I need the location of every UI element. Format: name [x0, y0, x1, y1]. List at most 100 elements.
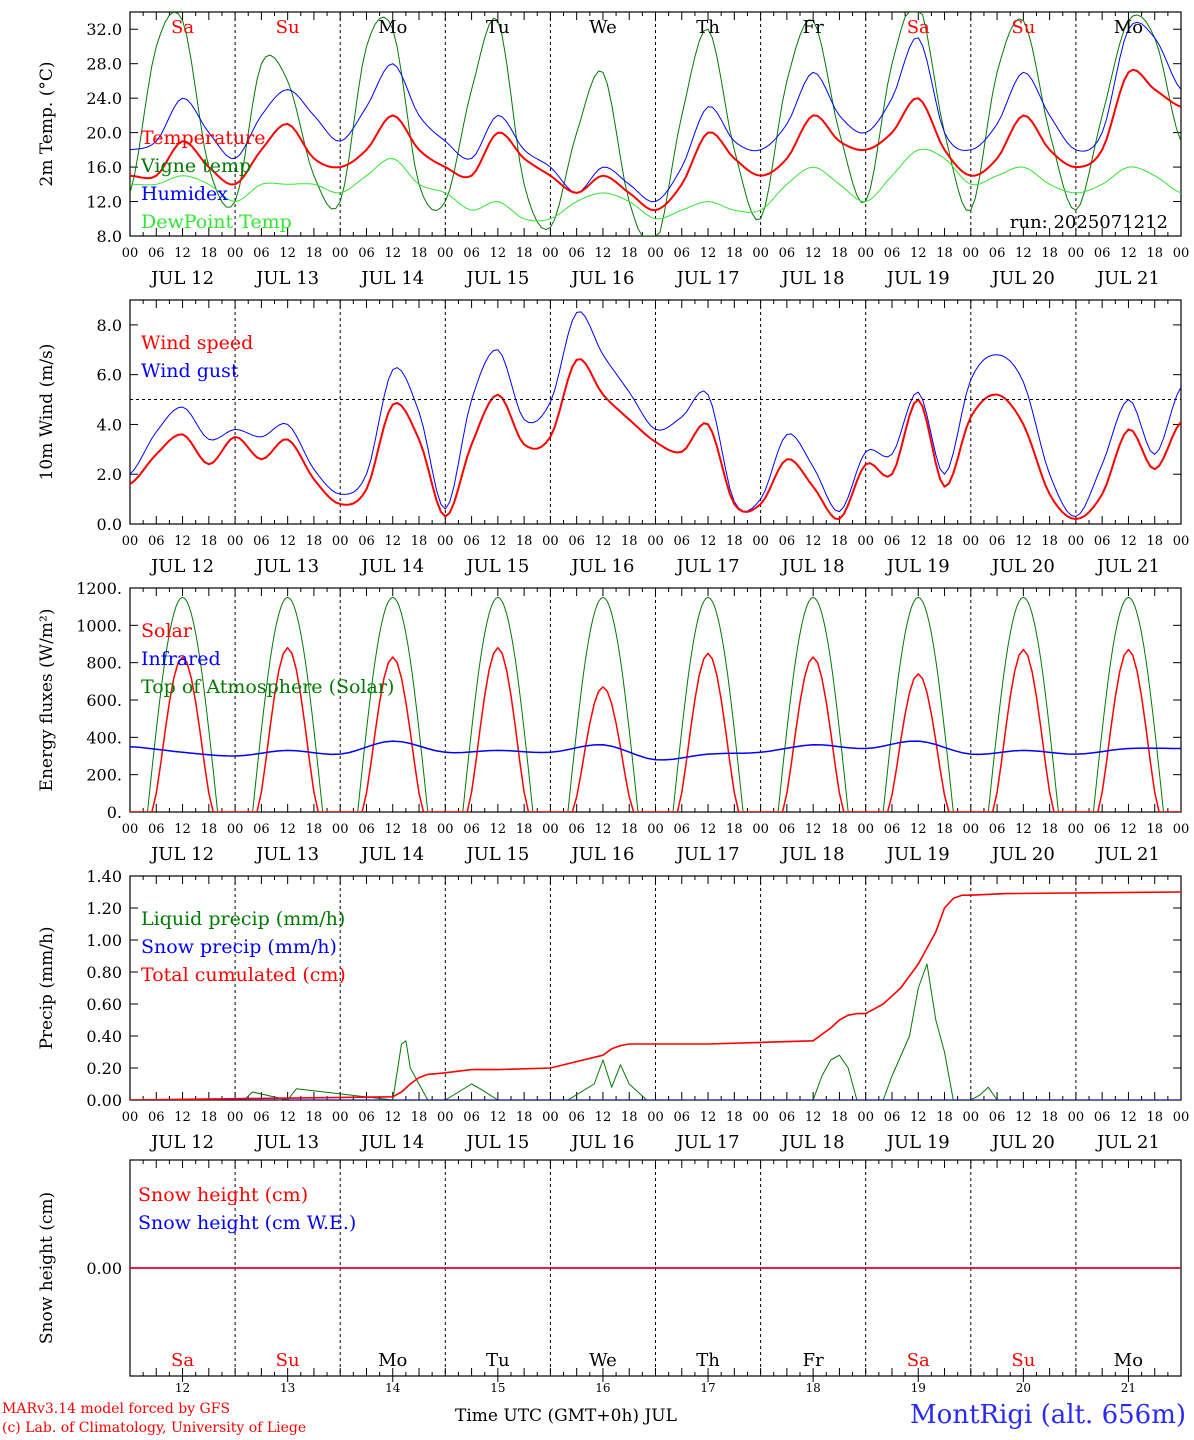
hour-tick-label: 06 — [148, 534, 165, 549]
hour-tick-label: 12 — [174, 534, 191, 549]
y-tick-label: 8.0 — [97, 316, 122, 335]
hour-tick-label: 18 — [201, 534, 218, 549]
hour-tick-label: 06 — [568, 534, 585, 549]
hour-tick-label: 06 — [989, 822, 1006, 837]
hour-tick-label: 12 — [700, 822, 717, 837]
hour-tick-label: 18 — [411, 534, 428, 549]
legend-entry: Temperature — [141, 127, 265, 149]
hour-tick-label: 06 — [568, 246, 585, 261]
day-number-label: 18 — [806, 1381, 821, 1395]
hour-tick-label: 18 — [306, 822, 323, 837]
series-line — [130, 21, 1181, 203]
hour-tick-label: 12 — [384, 534, 401, 549]
hour-tick-label: 18 — [621, 1110, 638, 1125]
date-label: JUL 19 — [885, 268, 950, 289]
series-group — [130, 12, 1181, 236]
hour-tick-label: 06 — [884, 246, 901, 261]
date-label: JUL 21 — [1095, 844, 1160, 865]
legend-entry: Solar — [141, 620, 193, 642]
meteogram: 8.0 12.0 16.0 20.0 24.0 28.0 32.0 2m Temp. (°C)… — [37, 11, 1190, 1395]
hour-tick-label: 00 — [122, 822, 139, 837]
hour-tick-label: 18 — [306, 246, 323, 261]
y-tick-label: 4.0 — [97, 415, 122, 434]
y-tick-label: 1200. — [76, 579, 122, 598]
day-number-label: 12 — [175, 1381, 190, 1395]
legend-entry: Infrared — [141, 648, 221, 670]
hour-tick-label: 12 — [1120, 534, 1137, 549]
hour-tick-label: 18 — [1041, 1110, 1058, 1125]
hour-tick-label: 18 — [411, 246, 428, 261]
date-label: JUL 14 — [359, 268, 424, 289]
hour-tick-label: 06 — [989, 534, 1006, 549]
weekday-label: Su — [1011, 17, 1035, 38]
hour-tick-label: 18 — [516, 246, 533, 261]
date-label: JUL 12 — [149, 556, 214, 577]
date-label: JUL 18 — [780, 844, 845, 865]
date-label: JUL 17 — [675, 556, 740, 577]
hour-tick-label: 12 — [1120, 1110, 1137, 1125]
hour-tick-label: 18 — [1041, 822, 1058, 837]
day-number-label: 20 — [1016, 1381, 1031, 1395]
infrared-line — [130, 740, 1181, 761]
hour-tick-label: 12 — [910, 1110, 927, 1125]
hour-tick-label: 12 — [910, 534, 927, 549]
hour-tick-label: 00 — [542, 246, 559, 261]
hour-tick-label: 18 — [1146, 534, 1163, 549]
day-number-label: 16 — [595, 1381, 610, 1395]
hour-tick-label: 00 — [542, 1110, 559, 1125]
hour-tick-label: 18 — [936, 1110, 953, 1125]
y-axis-title: Precip (mm/h) — [37, 926, 57, 1049]
y-tick-label: 0.40 — [86, 1027, 122, 1046]
series-line — [130, 891, 1181, 1100]
hour-tick-label: 12 — [279, 822, 296, 837]
date-label: JUL 16 — [569, 844, 634, 865]
y-tick-label: 0.00 — [86, 1091, 122, 1110]
date-label: JUL 17 — [675, 268, 740, 289]
weekday-label: Sa — [907, 17, 930, 38]
hour-tick-label: 00 — [963, 534, 980, 549]
date-label: JUL 13 — [254, 844, 319, 865]
date-label: JUL 13 — [254, 556, 319, 577]
hour-tick-label: 18 — [201, 1110, 218, 1125]
hour-tick-label: 12 — [700, 534, 717, 549]
hour-tick-label: 00 — [647, 1110, 664, 1125]
date-label: JUL 16 — [569, 556, 634, 577]
y-axis-title: Energy fluxes (W/m²) — [37, 609, 57, 792]
date-label: JUL 19 — [885, 556, 950, 577]
hour-tick-label: 00 — [122, 1110, 139, 1125]
hour-tick-label: 12 — [910, 246, 927, 261]
hour-tick-label: 00 — [122, 246, 139, 261]
date-label: JUL 20 — [990, 268, 1055, 289]
date-label: JUL 13 — [254, 268, 319, 289]
hour-tick-label: 18 — [726, 1110, 743, 1125]
hour-tick-label: 18 — [516, 534, 533, 549]
hour-tick-label: 12 — [700, 1110, 717, 1125]
legend-entry: Humidex — [141, 183, 228, 205]
legend-entry: Snow height (cm) — [138, 1184, 308, 1206]
hour-tick-label: 00 — [1173, 246, 1190, 261]
solar-line — [130, 646, 1181, 812]
hour-tick-label: 18 — [306, 534, 323, 549]
y-tick-label: 200. — [86, 766, 122, 785]
hour-tick-label: 06 — [463, 534, 480, 549]
weekday-label: Fr — [803, 17, 824, 38]
hour-tick-label: 12 — [595, 246, 612, 261]
date-label: JUL 20 — [990, 1132, 1055, 1153]
date-label: JUL 14 — [359, 1132, 424, 1153]
hour-tick-label: 18 — [936, 822, 953, 837]
hour-tick-label: 06 — [358, 246, 375, 261]
hour-tick-label: 12 — [1015, 534, 1032, 549]
date-label: JUL 15 — [464, 268, 529, 289]
hour-tick-label: 12 — [384, 246, 401, 261]
date-label: JUL 17 — [675, 844, 740, 865]
hour-tick-label: 06 — [884, 1110, 901, 1125]
legend-entry: Snow precip (mm/h) — [141, 936, 337, 958]
date-label: JUL 16 — [569, 268, 634, 289]
hour-tick-label: 06 — [884, 534, 901, 549]
weekday-label: Sa — [171, 1350, 194, 1371]
hour-tick-label: 00 — [1068, 534, 1085, 549]
hour-tick-label: 00 — [963, 1110, 980, 1125]
series-line — [130, 148, 1181, 222]
date-label: JUL 20 — [990, 844, 1055, 865]
station-title: MontRigi (alt. 656m) — [910, 1400, 1186, 1430]
